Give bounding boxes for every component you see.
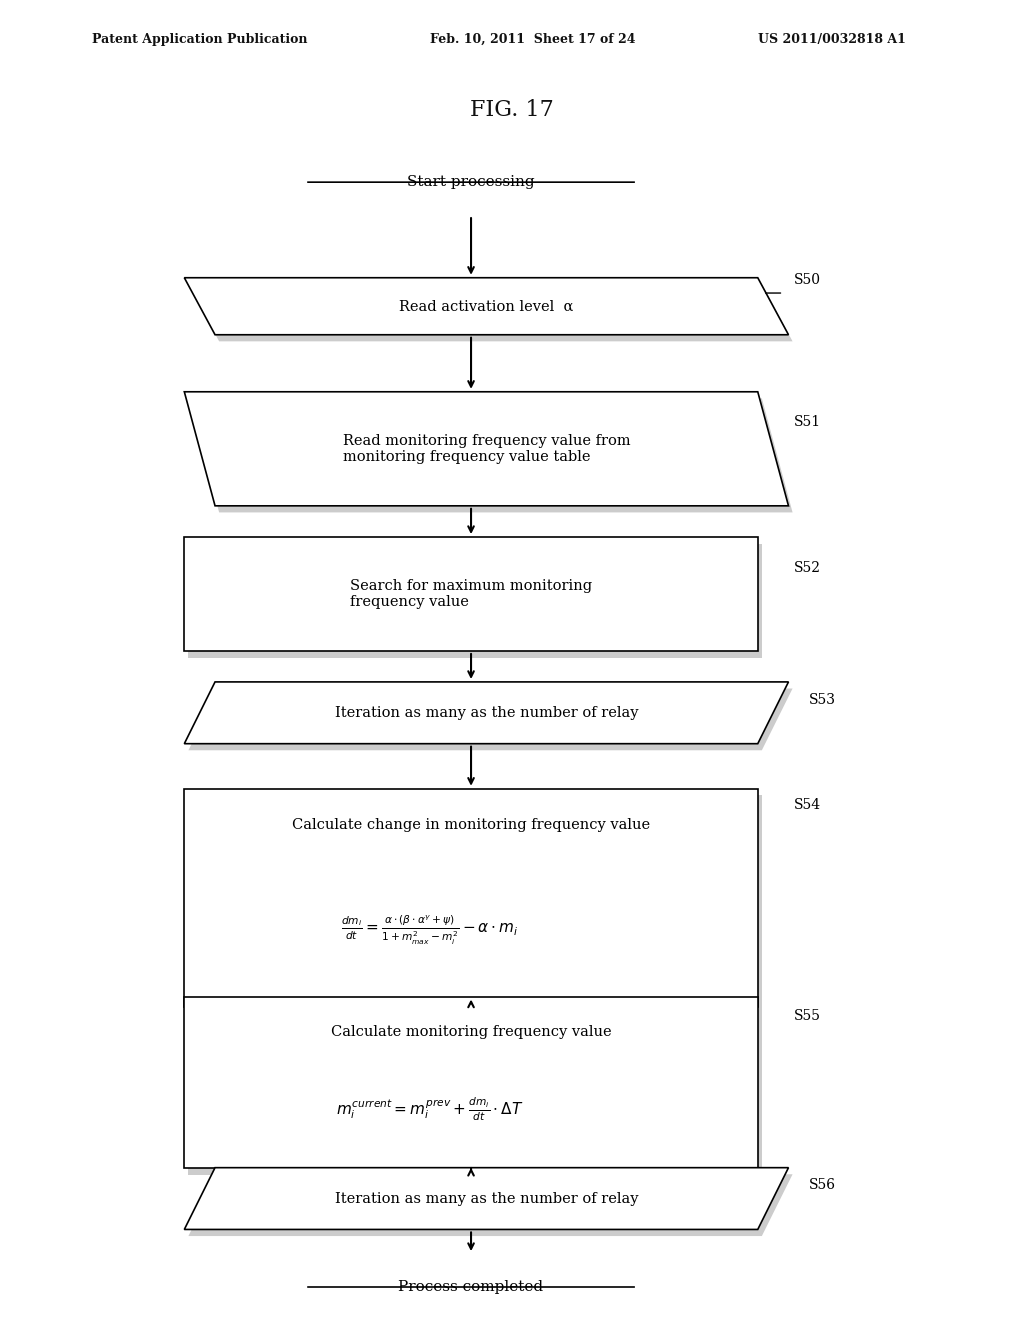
Text: Process completed: Process completed bbox=[398, 1280, 544, 1294]
FancyBboxPatch shape bbox=[184, 997, 758, 1168]
Text: S52: S52 bbox=[794, 561, 820, 574]
Text: Calculate change in monitoring frequency value: Calculate change in monitoring frequency… bbox=[292, 818, 650, 832]
Text: S53: S53 bbox=[809, 693, 836, 706]
FancyBboxPatch shape bbox=[188, 795, 762, 1014]
Polygon shape bbox=[184, 682, 788, 743]
FancyBboxPatch shape bbox=[184, 537, 758, 651]
Text: Start processing: Start processing bbox=[408, 176, 535, 189]
Text: $\frac{dm_i}{dt} = \frac{\alpha \cdot (\beta \cdot \alpha^{\gamma}+\psi)}{1+m_{m: $\frac{dm_i}{dt} = \frac{\alpha \cdot (\… bbox=[341, 913, 519, 948]
Polygon shape bbox=[188, 689, 793, 750]
Polygon shape bbox=[188, 284, 793, 342]
Text: $m_i^{current} = m_i^{prev} + \frac{dm_i}{dt} \cdot \Delta T$: $m_i^{current} = m_i^{prev} + \frac{dm_i… bbox=[336, 1096, 524, 1122]
Polygon shape bbox=[188, 1175, 793, 1236]
Polygon shape bbox=[184, 392, 788, 506]
Polygon shape bbox=[188, 399, 793, 512]
Polygon shape bbox=[184, 277, 788, 335]
Text: Read activation level  α: Read activation level α bbox=[399, 300, 573, 313]
Text: Iteration as many as the number of relay: Iteration as many as the number of relay bbox=[335, 706, 638, 719]
Text: Calculate monitoring frequency value: Calculate monitoring frequency value bbox=[331, 1026, 611, 1039]
Text: S54: S54 bbox=[794, 799, 820, 812]
Text: S56: S56 bbox=[809, 1179, 836, 1192]
Text: FIG. 17: FIG. 17 bbox=[470, 99, 554, 121]
FancyBboxPatch shape bbox=[184, 789, 758, 1006]
Text: Feb. 10, 2011  Sheet 17 of 24: Feb. 10, 2011 Sheet 17 of 24 bbox=[430, 33, 636, 46]
Text: Patent Application Publication: Patent Application Publication bbox=[92, 33, 307, 46]
Text: Iteration as many as the number of relay: Iteration as many as the number of relay bbox=[335, 1192, 638, 1205]
Text: S55: S55 bbox=[794, 1010, 820, 1023]
Text: Search for maximum monitoring
frequency value: Search for maximum monitoring frequency … bbox=[350, 579, 592, 609]
Text: S50: S50 bbox=[794, 273, 820, 286]
FancyBboxPatch shape bbox=[188, 1003, 762, 1175]
Text: US 2011/0032818 A1: US 2011/0032818 A1 bbox=[758, 33, 905, 46]
FancyBboxPatch shape bbox=[188, 544, 762, 657]
Polygon shape bbox=[184, 1168, 788, 1229]
Text: S51: S51 bbox=[794, 416, 820, 429]
Text: Read monitoring frequency value from
monitoring frequency value table: Read monitoring frequency value from mon… bbox=[343, 434, 630, 463]
